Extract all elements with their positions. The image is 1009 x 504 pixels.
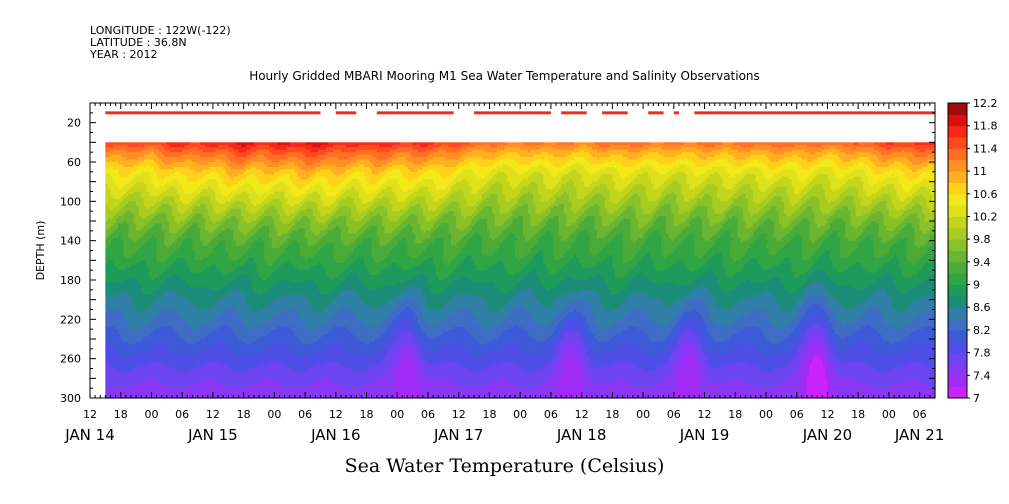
heatmap-cells xyxy=(105,142,935,398)
